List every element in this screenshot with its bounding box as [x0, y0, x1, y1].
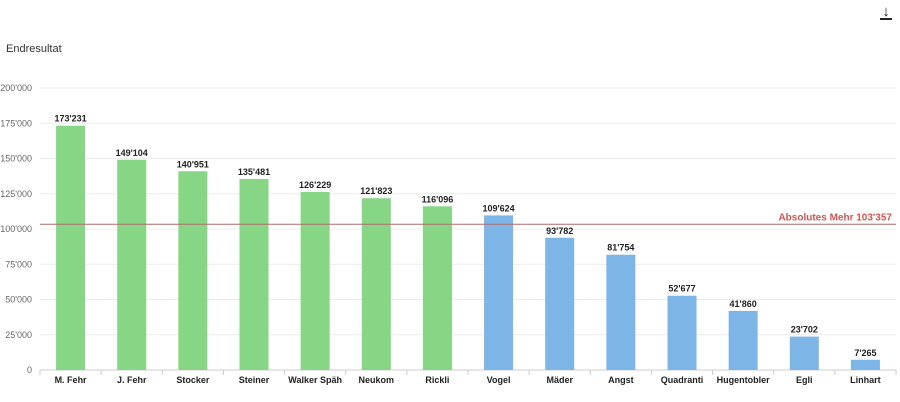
bar [667, 295, 697, 370]
x-tick-label: Hugentobler [717, 375, 770, 385]
data-label: 52'677 [668, 284, 695, 294]
data-label: 93'782 [546, 226, 573, 236]
data-label: 41'860 [730, 299, 757, 309]
x-tick-label: Stocker [176, 375, 210, 385]
x-tick-label: Mäder [546, 375, 573, 385]
bar [789, 336, 819, 370]
y-tick-label: 150'000 [0, 154, 32, 164]
bar [850, 359, 880, 370]
y-tick-label: 100'000 [0, 224, 32, 234]
y-tick-label: 125'000 [0, 189, 32, 199]
data-label: 140'951 [177, 159, 209, 169]
bar [56, 125, 86, 370]
y-tick-label: 50'000 [5, 295, 32, 305]
bar [545, 237, 575, 370]
data-label: 121'823 [360, 186, 392, 196]
y-tick-label: 0 [27, 365, 32, 375]
x-tick-label: Steiner [239, 375, 270, 385]
bar [422, 206, 452, 370]
x-tick-label: Linhart [850, 375, 881, 385]
bar [361, 198, 391, 370]
bar [178, 171, 208, 370]
y-tick-label: 25'000 [5, 330, 32, 340]
data-label: 149'104 [116, 148, 148, 158]
y-tick-label: 200'000 [0, 83, 32, 93]
x-tick-label: M. Fehr [55, 375, 87, 385]
x-tick-label: J. Fehr [117, 375, 147, 385]
bar [300, 192, 330, 370]
data-label: 7'265 [854, 348, 876, 358]
bar [239, 178, 269, 370]
bar [606, 254, 636, 370]
data-label: 81'754 [607, 243, 634, 253]
data-label: 135'481 [238, 167, 270, 177]
x-tick-label: Quadranti [661, 375, 704, 385]
download-icon[interactable]: ↓ [878, 3, 894, 21]
x-tick-label: Egli [796, 375, 813, 385]
x-tick-label: Vogel [487, 375, 511, 385]
data-label: 23'702 [791, 325, 818, 335]
y-tick-label: 75'000 [5, 259, 32, 269]
x-tick-label: Angst [608, 375, 634, 385]
x-tick-label: Walker Späh [288, 375, 342, 385]
chart-title: Endresultat [6, 43, 62, 55]
data-label: 109'624 [482, 203, 514, 213]
reference-line-label: Absolutes Mehr 103'357 [778, 212, 892, 223]
data-label: 173'231 [54, 114, 86, 124]
bar [728, 310, 758, 370]
y-tick-label: 175'000 [0, 118, 32, 128]
data-label: 116'096 [422, 194, 454, 204]
bar [484, 215, 514, 370]
x-tick-label: Rickli [425, 375, 449, 385]
x-tick-label: Neukom [359, 375, 395, 385]
data-label: 126'229 [299, 180, 331, 190]
bar [117, 159, 147, 370]
